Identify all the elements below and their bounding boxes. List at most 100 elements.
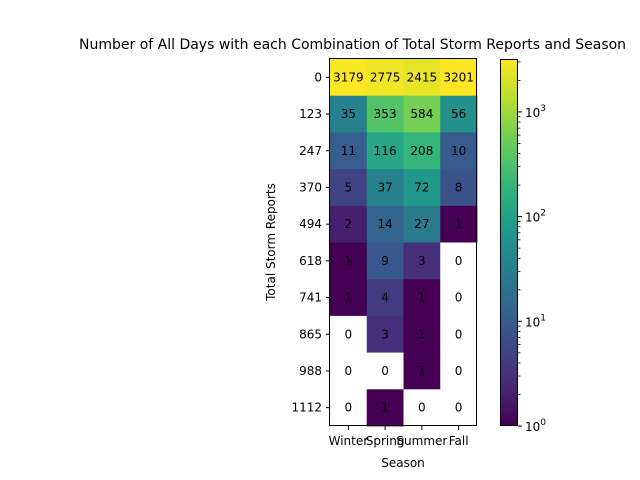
heatmap-cell	[403, 279, 441, 317]
y-tick-label: 370	[299, 180, 322, 194]
cell-value-label: 0	[418, 401, 426, 415]
plot-frame	[329, 58, 477, 426]
cell-value-label: 2	[345, 217, 353, 231]
cell-value-label: 1	[345, 291, 353, 305]
cell-value-label: 4	[381, 291, 389, 305]
cell-value-label: 0	[455, 327, 463, 341]
colorbar-gradient	[500, 59, 518, 426]
y-tick-label: 865	[299, 327, 322, 341]
heatmap-cell	[440, 59, 478, 97]
heatmap-cell	[403, 315, 441, 353]
colorbar-tick-label: 100	[525, 418, 546, 434]
heatmap-cell	[330, 95, 368, 133]
heatmap-cell	[403, 169, 441, 207]
cell-value-label: 1	[345, 254, 353, 268]
cell-value-label: 3	[418, 254, 426, 268]
cell-value-label: 0	[455, 291, 463, 305]
y-tick-label: 618	[299, 254, 322, 268]
cell-value-label: 1	[418, 327, 426, 341]
cell-value-label: 14	[377, 217, 392, 231]
y-tick-label: 494	[299, 217, 322, 231]
cell-value-label: 208	[410, 144, 433, 158]
cell-value-label: 3	[381, 327, 389, 341]
heatmap-cell	[366, 59, 404, 97]
cell-value-label: 1	[418, 364, 426, 378]
cell-value-label: 0	[345, 401, 353, 415]
heatmap-cell	[366, 315, 404, 353]
cell-value-label: 11	[341, 144, 356, 158]
heatmap-cell	[330, 352, 368, 390]
heatmap-cell	[440, 242, 478, 280]
heatmap-cell	[330, 315, 368, 353]
y-tick-label: 741	[299, 291, 322, 305]
cell-value-label: 0	[381, 364, 389, 378]
heatmap-cell	[330, 242, 368, 280]
x-axis-label: Season	[381, 456, 425, 470]
cell-value-label: 27	[414, 217, 429, 231]
heatmap-cell	[330, 132, 368, 170]
heatmap-cell	[440, 389, 478, 427]
heatmap-cell	[440, 169, 478, 207]
x-tick-label: Summer	[396, 434, 447, 448]
x-tick-label: Fall	[449, 434, 469, 448]
heatmap-cell	[440, 279, 478, 317]
heatmap-cell	[403, 352, 441, 390]
heatmap-cell	[403, 59, 441, 97]
heatmap-cell	[366, 279, 404, 317]
y-axis-label: Total Storm Reports	[264, 183, 278, 302]
heatmap-cell	[366, 95, 404, 133]
heatmap-cell	[330, 279, 368, 317]
heatmap-cell	[403, 95, 441, 133]
colorbar-tick-label: 103	[525, 104, 546, 120]
cell-value-label: 0	[455, 364, 463, 378]
cell-value-label: 116	[374, 144, 397, 158]
cell-value-label: 37	[377, 180, 392, 194]
cell-value-label: 1	[455, 217, 463, 231]
y-tick-label: 1112	[291, 401, 322, 415]
cell-value-label: 0	[455, 401, 463, 415]
cell-value-label: 5	[345, 180, 353, 194]
x-tick-label: Spring	[366, 434, 405, 448]
cell-value-label: 8	[455, 180, 463, 194]
cell-value-label: 56	[451, 107, 466, 121]
colorbar-frame	[500, 59, 518, 426]
cell-value-label: 2775	[370, 70, 401, 84]
y-axis-ticks: 0 123 247 370 494 618 741 865 988 1112	[291, 70, 330, 415]
heatmap-cell	[366, 352, 404, 390]
colorbar-tick-label: 101	[525, 313, 546, 329]
y-tick-label: 0	[314, 70, 322, 84]
cell-value-label: 353	[374, 107, 397, 121]
heatmap-cell	[440, 95, 478, 133]
heatmap-cell	[403, 132, 441, 170]
cell-value-label: 0	[455, 254, 463, 268]
cell-value-label: 0	[345, 364, 353, 378]
colorbar: 100 101 102 103	[500, 59, 546, 434]
heatmap-cell	[366, 242, 404, 280]
heatmap-cell	[440, 315, 478, 353]
cell-value-label: 10	[451, 144, 466, 158]
heatmap-cell	[366, 205, 404, 243]
heatmap-cell	[440, 205, 478, 243]
heatmap-cell	[366, 389, 404, 427]
heatmap-cell	[330, 389, 368, 427]
heatmap-cell	[330, 205, 368, 243]
x-tick-label: Winter	[329, 434, 369, 448]
cell-value-label: 35	[341, 107, 356, 121]
cell-value-label: 0	[345, 327, 353, 341]
cell-value-label: 3179	[333, 70, 364, 84]
cell-value-label: 9	[381, 254, 389, 268]
heatmap-cell	[440, 352, 478, 390]
heatmap-cell	[403, 242, 441, 280]
y-tick-label: 988	[299, 364, 322, 378]
colorbar-tick-label: 102	[525, 209, 546, 225]
heatmap-cell	[366, 132, 404, 170]
heatmap-cell	[403, 389, 441, 427]
heatmap-cell	[440, 132, 478, 170]
heatmap-cell	[403, 205, 441, 243]
cell-value-label: 72	[414, 180, 429, 194]
heatmap-cell	[330, 169, 368, 207]
chart-title: Number of All Days with each Combination…	[79, 37, 626, 53]
